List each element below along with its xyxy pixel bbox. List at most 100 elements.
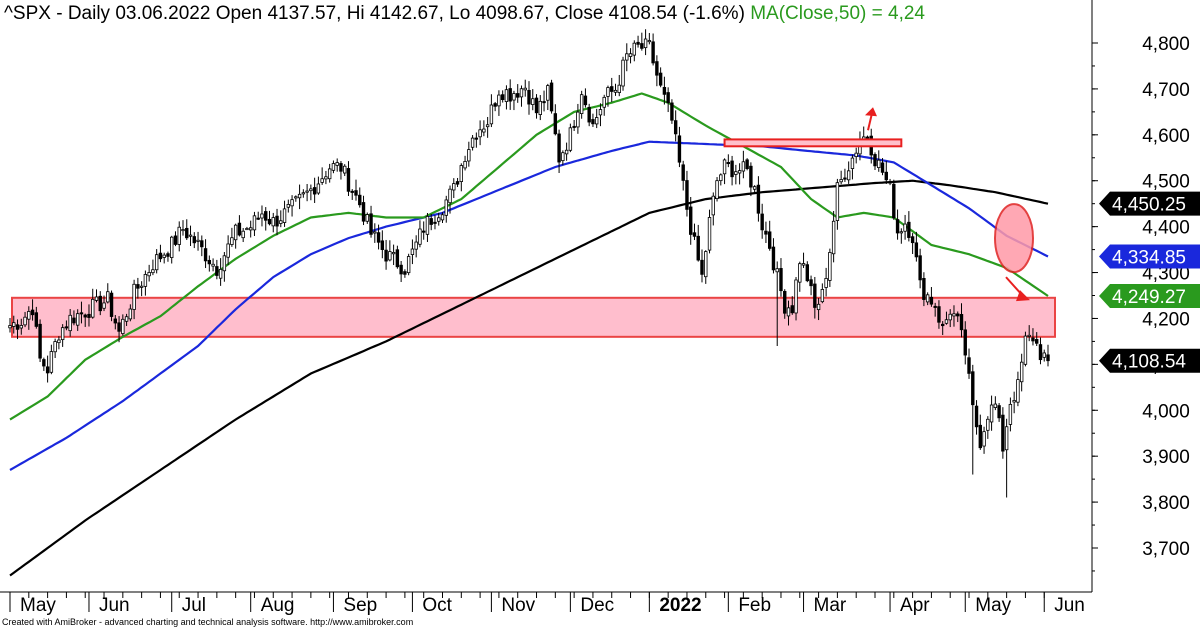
y-tick-label: 4,300 [1142,264,1190,285]
candle [256,211,260,221]
candle-body [365,214,369,222]
candle-body [448,188,452,204]
candle-body [166,253,170,257]
candle-body [38,323,42,359]
candle-body [128,308,133,320]
candle [937,300,941,329]
candle [899,228,904,244]
candle [94,289,99,303]
ma50-value-tag-bg [1099,283,1200,308]
candle [252,211,257,237]
candle [200,235,204,257]
candle [173,231,178,247]
candle [373,223,377,243]
candle-body [707,217,712,251]
candle-body [689,206,693,235]
candle [403,269,407,278]
candle-body [790,305,794,314]
candle-body [997,405,1001,419]
candle [877,150,881,172]
candle-body [64,326,69,329]
candle-body [294,196,298,199]
candle-body [775,268,779,273]
candle-body [846,170,851,181]
candle [591,113,595,127]
candle-body [241,230,245,239]
candle-body [956,313,960,317]
candle-body [783,290,787,314]
candle [959,303,964,338]
candle-body [188,234,193,237]
candle [8,317,12,333]
candle-body [418,228,422,245]
candle [309,184,313,201]
candle [1012,391,1016,414]
candle [561,150,565,166]
candle [534,94,539,119]
candle-body [602,96,606,108]
candle [677,126,682,168]
candle [72,310,76,326]
candle [267,210,272,226]
candle [331,160,336,174]
candle [1031,328,1035,346]
candle-body [621,59,625,87]
candle-body [587,106,591,123]
candle [828,248,832,287]
candle [365,212,369,224]
candle [470,135,475,151]
candle-body [579,94,584,115]
candle [136,277,140,299]
candle [952,305,956,327]
candle-body [478,129,482,138]
candle [516,84,520,103]
candle-body [327,168,332,180]
candle-body [617,84,621,93]
candle-body [455,181,460,185]
y-tick-label: 3,700 [1142,539,1190,560]
candle-body [474,137,479,140]
candle-body [820,289,825,303]
candle-body [12,322,16,327]
candle-body [527,89,531,105]
y-tick-label: 4,500 [1142,172,1190,193]
candle-body [839,179,843,183]
candle [312,177,317,203]
candle [843,168,847,182]
candle-body [154,254,159,271]
candle [700,249,704,283]
candle [696,224,700,262]
candle [907,211,911,242]
candle-body [106,291,110,303]
ma100-value-tag-text: 4,334.85 [1112,247,1186,268]
ma200-value-tag: 4,450.25 [1099,191,1200,216]
candle-body [162,254,166,258]
x-tick-label: Mar [814,595,847,616]
candle-body [68,314,72,332]
candle-body [726,162,731,165]
chart-header: ^SPX - Daily 03.06.2022 Open 4137.57, Hi… [4,3,1090,25]
candle-body [384,249,388,262]
candle [598,103,603,127]
candle-body [181,229,185,232]
candle [940,321,945,336]
candle [241,227,245,243]
candle-body [531,98,535,105]
candle [764,221,768,244]
candle [1016,371,1020,407]
candle [974,400,979,435]
y-tick-label: 4,400 [1142,218,1190,239]
candle-body [391,252,396,255]
candle-body [459,165,464,182]
candle [53,338,57,359]
candle-body [425,216,430,235]
candle [222,251,227,282]
candle-body [482,128,486,133]
candle [594,108,599,129]
candle [602,94,606,116]
candle [628,48,633,64]
candle [711,192,715,226]
candle-body [373,231,377,234]
candle [933,302,937,317]
candle-body [986,418,990,431]
